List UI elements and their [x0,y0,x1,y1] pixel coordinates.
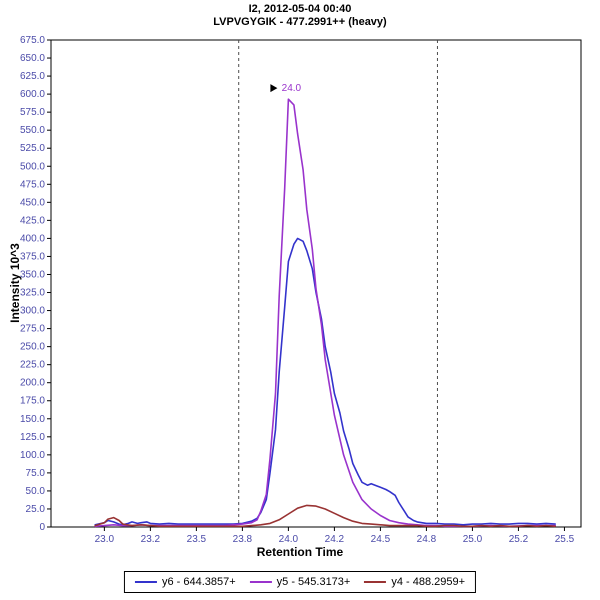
x-tick-label: 23.5 [187,534,207,545]
x-tick-label: 23.8 [233,534,253,545]
y-tick-label: 400.0 [20,233,45,244]
x-tick-label: 25.5 [555,534,575,545]
x-axis-title: Retention Time [256,545,344,559]
y-tick-label: 675.0 [20,35,45,46]
y-tick-label: 600.0 [20,89,45,100]
y-tick-label: 575.0 [20,107,45,118]
y-tick-label: 175.0 [20,396,45,407]
legend: y6 - 644.3857+ y5 - 545.3173+ y4 - 488.295… [123,571,477,593]
x-tick-label: 25.2 [509,534,529,545]
legend-item-y5: y5 - 545.3173+ [249,576,351,588]
y-tick-label: 225.0 [20,360,45,371]
chart-title: I2, 2012-05-04 00:40 [248,3,352,15]
y-tick-label: 50.0 [26,486,46,497]
legend-swatch-y4 [364,581,387,583]
legend-label-y4: y4 - 488.2959+ [391,576,466,588]
legend-item-y6: y6 - 644.3857+ [134,576,236,588]
chart-subtitle: LVPVGYGIK - 477.2991++ (heavy) [213,16,387,28]
x-tick-label: 25.0 [463,534,483,545]
legend-item-y4: y4 - 488.2959+ [364,576,465,588]
y-tick-label: 550.0 [20,125,45,136]
legend-label-y5: y5 - 545.3173+ [276,576,351,588]
x-tick-label: 24.5 [371,534,391,545]
legend-swatch-y6 [134,581,157,583]
y-tick-label: 325.0 [20,288,45,299]
y-tick-label: 475.0 [20,179,45,190]
y-tick-label: 25.0 [26,504,46,515]
y-tick-label: 100.0 [20,450,45,461]
peak-annotation[interactable]: 24.0 [282,83,302,94]
y-tick-label: 275.0 [20,324,45,335]
y-tick-label: 650.0 [20,53,45,64]
series-y4-trace[interactable] [94,504,557,528]
x-tick-label: 24.8 [417,534,437,545]
y-tick-label: 150.0 [20,414,45,425]
legend-swatch-y5 [249,581,272,583]
y-tick-label: 450.0 [20,197,45,208]
y-tick-label: 525.0 [20,143,45,154]
x-tick-label: 23.0 [95,534,115,545]
y-tick-label: 350.0 [20,269,45,280]
y-tick-label: 500.0 [20,161,45,172]
y-tick-label: 625.0 [20,71,45,82]
y-tick-label: 300.0 [20,306,45,317]
y-tick-label: 75.0 [26,468,46,479]
chart-title-block: I2, 2012-05-04 00:40 LVPVGYGIK - 477.299… [0,3,600,29]
y-tick-label: 250.0 [20,342,45,353]
y-tick-label: 0 [39,522,45,533]
y-tick-label: 200.0 [20,378,45,389]
y-tick-label: 125.0 [20,432,45,443]
id-arrow-icon [270,84,278,93]
x-tick-label: 23.2 [141,534,161,545]
y-tick-label: 425.0 [20,215,45,226]
x-tick-label: 24.2 [325,534,345,545]
y-tick-label: 375.0 [20,251,45,262]
legend-label-y6: y6 - 644.3857+ [161,576,236,588]
x-tick-label: 24.0 [279,534,299,545]
